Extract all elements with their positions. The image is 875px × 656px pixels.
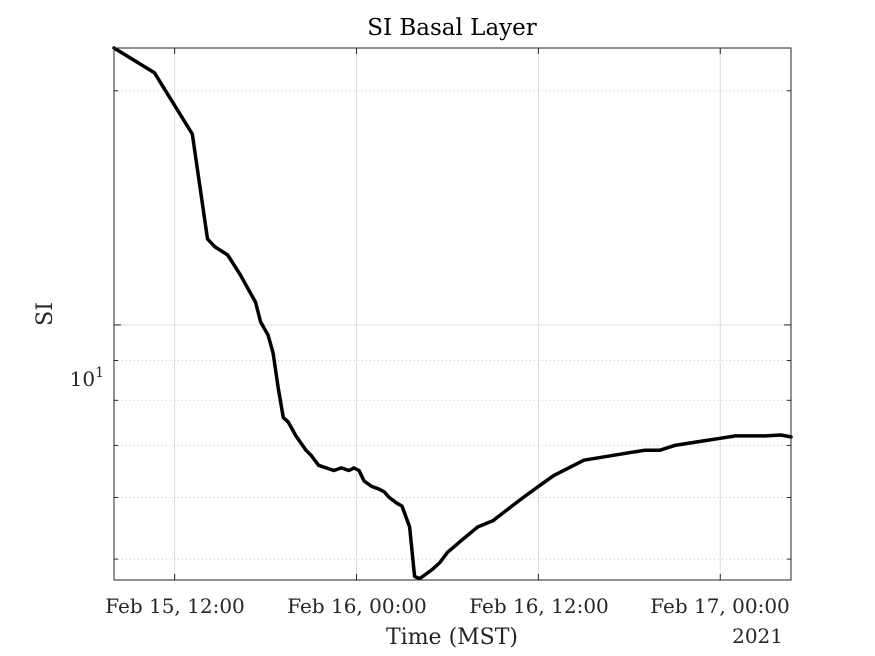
x-year-label: 2021: [732, 624, 783, 648]
y-axis-label: SI: [33, 302, 58, 326]
series-layer: [112, 46, 793, 581]
x-tick-label: Feb 16, 00:00: [287, 594, 427, 618]
series-line: [112, 46, 793, 581]
y-tick-label-base: 10: [70, 367, 95, 391]
y-tick-label: 101: [70, 365, 104, 391]
x-tick-label: Feb 15, 12:00: [105, 594, 245, 618]
plot-area: [114, 48, 791, 580]
axes-frame: [113, 47, 792, 581]
x-tick-label: Feb 17, 00:00: [650, 594, 790, 618]
chart-title: SI Basal Layer: [367, 15, 537, 41]
x-axis-label: Time (MST): [386, 625, 518, 650]
x-tick-labels: Feb 15, 12:00 Feb 16, 00:00 Feb 16, 12:0…: [105, 594, 790, 618]
x-tick-label: Feb 16, 12:00: [469, 594, 609, 618]
axis-ticks: [114, 48, 791, 580]
y-tick-label-exponent: 1: [95, 365, 104, 381]
